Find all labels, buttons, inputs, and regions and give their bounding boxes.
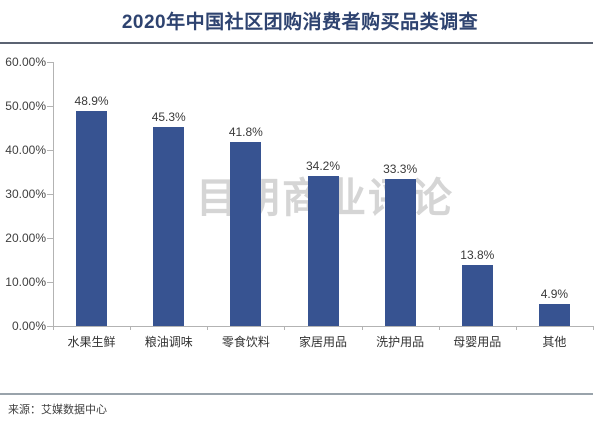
y-axis-tick-label: 50.00% <box>5 99 46 113</box>
x-axis-tick <box>207 326 209 330</box>
bar <box>153 127 185 326</box>
x-axis-line <box>53 326 593 327</box>
bar <box>384 179 416 326</box>
x-axis-label: 水果生鲜 <box>67 335 116 349</box>
bar-value-label: 45.3% <box>151 110 186 124</box>
bar-value-label: 34.2% <box>305 159 341 173</box>
x-axis-tick <box>284 326 286 330</box>
chart-title: 2020年中国社区团购消费者购买品类调查 <box>121 12 479 33</box>
x-axis-label: 粮油调味 <box>144 335 193 349</box>
x-axis-tick <box>130 326 132 330</box>
bar <box>538 304 570 326</box>
x-axis-label: 零食饮料 <box>221 335 270 349</box>
bar-value-label: 41.8% <box>228 125 263 139</box>
y-axis-tick-label: 10.00% <box>5 275 46 289</box>
x-axis-label: 家居用品 <box>298 335 348 349</box>
y-axis-tick <box>47 62 53 63</box>
y-axis-tick <box>47 238 53 239</box>
x-axis-label: 母婴用品 <box>453 335 502 349</box>
x-axis-tick <box>438 326 440 330</box>
footer-divider-line <box>0 393 593 395</box>
x-axis-tick <box>593 326 594 330</box>
bar <box>230 142 262 326</box>
bar-value-label: 48.9% <box>74 94 109 108</box>
title-divider-line <box>0 42 593 44</box>
y-axis-tick-label: 0.00% <box>11 319 46 333</box>
x-axis-tick <box>361 326 363 330</box>
bar <box>307 176 339 326</box>
y-axis-tick-label: 30.00% <box>5 187 46 201</box>
y-axis-line <box>53 62 54 326</box>
y-axis-tick-label: 40.00% <box>5 143 46 157</box>
y-axis-tick <box>47 282 53 283</box>
source-note: 来源：艾媒数据中心 <box>8 404 107 416</box>
y-axis-tick <box>47 106 53 107</box>
bar <box>461 265 493 326</box>
x-axis-label: 洗护用品 <box>376 335 425 349</box>
bar-value-label: 33.3% <box>383 162 418 176</box>
y-axis-tick <box>47 194 53 195</box>
x-axis-tick <box>53 326 54 330</box>
bar <box>76 111 108 326</box>
y-axis-tick <box>47 150 53 151</box>
bar-value-label: 4.9% <box>540 287 569 301</box>
bar-value-label: 13.8% <box>460 248 495 262</box>
x-axis-label: 其他 <box>542 335 567 349</box>
y-axis-tick-label: 20.00% <box>5 231 46 245</box>
y-axis-tick <box>47 326 53 327</box>
y-axis-tick-label: 60.00% <box>5 55 46 69</box>
x-axis-tick <box>515 326 517 330</box>
